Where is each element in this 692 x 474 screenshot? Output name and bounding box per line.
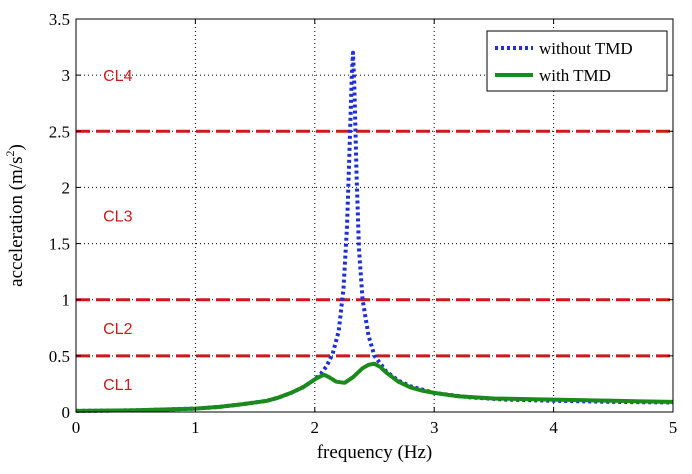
y-tick-label: 2.5 <box>49 122 70 141</box>
legend: without TMD with TMD <box>486 30 668 92</box>
annotation-cl1: CL1 <box>103 377 132 394</box>
annotations: CL1 CL2 CL3 CL4 <box>103 68 132 394</box>
y-tick-label: 3.5 <box>49 10 70 29</box>
grid <box>76 19 673 412</box>
y-tick-label: 0.5 <box>49 347 70 366</box>
y-axis-label: acceleration (m/s2) <box>3 144 27 287</box>
annotation-cl4: CL4 <box>103 68 132 85</box>
x-axis-label: frequency (Hz) <box>317 442 433 463</box>
x-tick-label: 4 <box>549 418 558 437</box>
y-axis-label-main: acceleration (m/s <box>6 157 27 287</box>
x-tick-label: 3 <box>430 418 439 437</box>
y-tick-label: 1.5 <box>49 235 70 254</box>
y-tick-label: 3 <box>62 66 71 85</box>
x-tick-label: 2 <box>311 418 320 437</box>
series-line-with-tmd <box>75 361 674 413</box>
y-tick-label: 1 <box>62 291 71 310</box>
x-tick-label: 0 <box>72 418 81 437</box>
legend-box <box>486 30 668 92</box>
y-axis-label-superscript: 2 <box>3 151 17 157</box>
x-tick-label: 1 <box>191 418 200 437</box>
y-axis-label-close: ) <box>6 144 27 150</box>
annotation-cl3: CL3 <box>103 209 132 226</box>
legend-label-with-tmd: with TMD <box>539 66 611 85</box>
y-tick-label: 2 <box>62 178 71 197</box>
threshold-lines <box>76 129 673 358</box>
annotation-cl2: CL2 <box>103 321 132 338</box>
y-tick-label: 0 <box>62 403 71 422</box>
plot-frame <box>75 18 674 413</box>
legend-label-without-tmd: without TMD <box>539 39 633 58</box>
ticks: 0 1 2 3 4 5 0 0.5 1 1.5 2 2.5 3 3.5 <box>49 10 678 437</box>
x-tick-label: 5 <box>669 418 678 437</box>
series-group <box>75 50 674 413</box>
